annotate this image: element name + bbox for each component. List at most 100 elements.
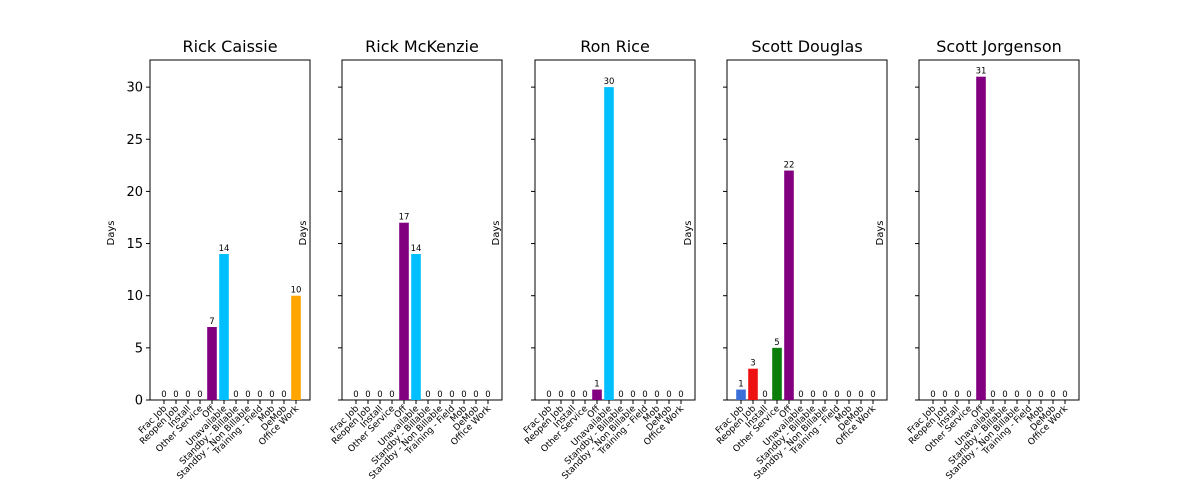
bar-office-work (291, 295, 301, 400)
data-label: 0 (281, 390, 286, 400)
y-tick-label: 10 (126, 289, 143, 304)
axes-frame (918, 59, 1080, 401)
bar-other-service (772, 347, 782, 400)
data-label: 22 (784, 161, 795, 171)
data-label: 0 (858, 390, 863, 400)
data-label: 0 (846, 390, 851, 400)
data-label: 0 (954, 390, 959, 400)
data-label: 0 (1050, 390, 1055, 400)
bar-off (207, 326, 217, 400)
data-label: 0 (666, 390, 671, 400)
bar-off (399, 222, 409, 400)
data-label: 0 (1002, 390, 1007, 400)
data-label: 0 (834, 390, 839, 400)
data-label: 0 (558, 390, 563, 400)
data-label: 0 (798, 390, 803, 400)
data-label: 0 (173, 390, 178, 400)
bar-off (784, 170, 794, 400)
y-tick-label: 20 (126, 185, 143, 200)
axes-frame (341, 59, 503, 401)
y-axis-label: Days (491, 221, 502, 246)
data-label: 0 (461, 390, 466, 400)
data-label: 0 (257, 390, 262, 400)
y-tick-label: 15 (126, 237, 143, 252)
data-label: 10 (291, 286, 302, 296)
bar-reopen-job (748, 368, 758, 400)
data-label: 0 (570, 390, 575, 400)
chart-title: Rick McKenzie (365, 37, 479, 56)
data-label: 0 (185, 390, 190, 400)
y-tick-label: 25 (126, 133, 143, 148)
data-label: 17 (399, 213, 410, 223)
data-label: 0 (389, 390, 394, 400)
data-label: 0 (1014, 390, 1019, 400)
data-label: 1 (738, 380, 743, 390)
data-label: 0 (449, 390, 454, 400)
data-label: 0 (377, 390, 382, 400)
data-label: 0 (1062, 390, 1067, 400)
data-label: 0 (654, 390, 659, 400)
data-label: 0 (233, 390, 238, 400)
bar-unavailable (411, 253, 421, 400)
bar-unavailable (604, 87, 614, 400)
data-label: 7 (209, 317, 214, 327)
y-tick-label: 0 (135, 394, 143, 409)
data-label: 0 (161, 390, 166, 400)
y-axis-label: Days (683, 221, 694, 246)
data-label: 0 (473, 390, 478, 400)
data-label: 0 (990, 390, 995, 400)
data-label: 0 (437, 390, 442, 400)
y-axis-label: Days (298, 221, 309, 246)
data-label: 0 (762, 390, 767, 400)
axes-frame (149, 59, 311, 401)
data-label: 0 (582, 390, 587, 400)
data-label: 0 (966, 390, 971, 400)
y-tick-label: 5 (135, 341, 143, 356)
data-label: 0 (678, 390, 683, 400)
chart-title: Rick Caissie (182, 37, 277, 56)
data-label: 0 (1038, 390, 1043, 400)
bar-off (592, 389, 602, 400)
data-label: 1 (594, 380, 599, 390)
bar-unavailable (219, 253, 229, 400)
chart-title: Scott Jorgenson (936, 37, 1062, 56)
data-label: 0 (870, 390, 875, 400)
axes-frame (726, 59, 888, 401)
chart-title: Ron Rice (580, 37, 650, 56)
data-label: 0 (365, 390, 370, 400)
data-label: 14 (411, 244, 422, 254)
chart-title: Scott Douglas (751, 37, 862, 56)
bar-frac-job (736, 389, 746, 400)
data-label: 0 (618, 390, 623, 400)
data-label: 0 (630, 390, 635, 400)
data-label: 0 (642, 390, 647, 400)
data-label: 0 (942, 390, 947, 400)
data-label: 0 (930, 390, 935, 400)
data-label: 0 (197, 390, 202, 400)
data-label: 0 (1026, 390, 1031, 400)
data-label: 0 (822, 390, 827, 400)
bar-off (976, 76, 986, 400)
data-label: 0 (245, 390, 250, 400)
data-label: 14 (219, 244, 230, 254)
data-label: 0 (269, 390, 274, 400)
data-label: 0 (546, 390, 551, 400)
data-label: 30 (604, 77, 615, 87)
y-axis-label: Days (106, 221, 117, 246)
y-axis-label: Days (875, 221, 886, 246)
data-label: 5 (774, 338, 779, 348)
axes-frame (534, 59, 696, 401)
data-label: 0 (353, 390, 358, 400)
data-label: 0 (425, 390, 430, 400)
data-label: 31 (976, 67, 987, 77)
data-label: 0 (485, 390, 490, 400)
data-label: 3 (750, 359, 755, 369)
data-label: 0 (810, 390, 815, 400)
